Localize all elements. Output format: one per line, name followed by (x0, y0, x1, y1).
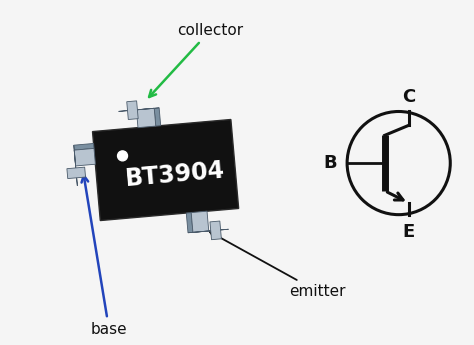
Text: emitter: emitter (210, 232, 346, 299)
Circle shape (118, 151, 128, 161)
Polygon shape (137, 108, 159, 110)
Polygon shape (137, 108, 156, 128)
Polygon shape (154, 108, 161, 126)
Polygon shape (193, 229, 228, 232)
Polygon shape (127, 101, 138, 119)
Polygon shape (210, 221, 221, 240)
Polygon shape (92, 119, 238, 220)
Polygon shape (74, 150, 77, 186)
Polygon shape (74, 145, 76, 170)
Polygon shape (67, 167, 85, 179)
Text: BT3904: BT3904 (125, 159, 227, 191)
Polygon shape (186, 213, 193, 233)
Polygon shape (74, 148, 95, 166)
Text: C: C (402, 88, 415, 106)
Text: B: B (324, 154, 337, 172)
Text: base: base (82, 176, 128, 337)
Polygon shape (191, 211, 209, 232)
Text: E: E (402, 223, 415, 240)
Text: collector: collector (149, 23, 243, 97)
Polygon shape (118, 108, 154, 111)
Polygon shape (74, 144, 94, 150)
Polygon shape (188, 230, 213, 233)
